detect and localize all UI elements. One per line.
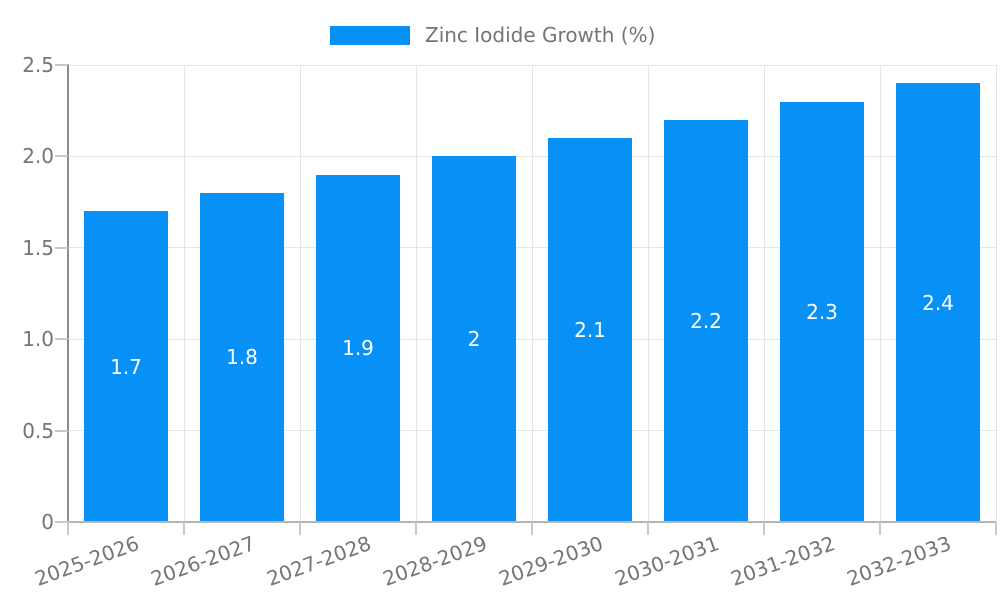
bar: 1.7 <box>84 211 168 522</box>
x-tick-label: 2027-2028 <box>263 531 375 591</box>
x-tick-mark <box>995 522 997 535</box>
x-tick-mark <box>415 522 417 535</box>
x-tick-mark <box>67 522 69 535</box>
bar-value-label: 1.9 <box>342 336 374 361</box>
legend-label: Zinc Iodide Growth (%) <box>425 23 656 47</box>
x-tick-mark <box>183 522 185 535</box>
x-tick-label: 2030-2031 <box>611 531 723 591</box>
legend-swatch <box>330 25 410 45</box>
x-tick-label: 2032-2033 <box>843 531 955 591</box>
y-tick-mark <box>55 64 68 66</box>
y-tick-mark <box>55 338 68 341</box>
y-tick-mark <box>55 429 68 432</box>
bar-value-label: 1.8 <box>226 345 258 370</box>
bar: 1.8 <box>200 192 284 522</box>
bar: 2.4 <box>896 83 980 522</box>
bar: 1.9 <box>316 174 400 522</box>
bar-value-label: 2.4 <box>922 290 954 315</box>
bar-value-label: 2.1 <box>574 318 606 343</box>
x-tick-mark <box>531 522 533 535</box>
bar: 2.1 <box>548 138 632 522</box>
bar: 2 <box>432 156 516 522</box>
v-gridline <box>183 65 185 522</box>
y-tick-label: 2.5 <box>22 53 54 77</box>
v-gridline <box>879 65 881 522</box>
x-tick-label: 2028-2029 <box>379 531 491 591</box>
legend: Zinc Iodide Growth (%) <box>330 23 655 47</box>
y-tick-mark <box>55 246 68 249</box>
y-tick-label: 1.0 <box>22 327 54 352</box>
x-tick-label: 2029-2030 <box>495 531 607 591</box>
v-gridline <box>763 65 765 522</box>
x-tick-label: 2031-2032 <box>727 531 839 591</box>
x-tick-mark <box>763 522 765 535</box>
bar: 2.3 <box>780 101 864 522</box>
x-tick-mark <box>299 522 301 535</box>
v-gridline <box>647 65 649 522</box>
v-gridline <box>415 65 417 522</box>
v-gridline <box>531 65 533 522</box>
v-gridline <box>299 65 301 522</box>
y-tick-label: 0 <box>41 510 54 534</box>
x-tick-mark <box>647 522 649 535</box>
bar-value-label: 2.3 <box>806 299 838 324</box>
x-tick-label: 2026-2027 <box>147 531 259 591</box>
y-tick-mark <box>55 155 68 158</box>
plot-area: 1.7 1.8 1.9 2 2.1 2.2 2.3 2.4 <box>67 64 997 523</box>
y-tick-label: 0.5 <box>22 418 54 443</box>
y-tick-label: 1.5 <box>22 235 54 260</box>
bar-value-label: 1.7 <box>110 354 142 379</box>
x-tick-mark <box>879 522 881 535</box>
bar-value-label: 2.2 <box>690 308 722 333</box>
bar-value-label: 2 <box>467 327 481 352</box>
v-gridline <box>995 65 997 522</box>
y-tick-label: 2.0 <box>22 144 54 169</box>
x-tick-label: 2025-2026 <box>31 531 143 591</box>
bar: 2.2 <box>664 119 748 522</box>
y-tick-mark <box>55 521 68 523</box>
y-axis-line <box>67 64 69 523</box>
